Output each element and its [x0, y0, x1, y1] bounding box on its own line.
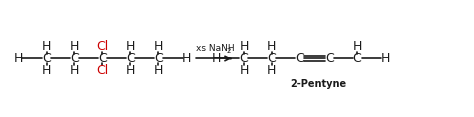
Text: H: H — [126, 40, 135, 53]
Text: H: H — [154, 40, 163, 53]
Text: H: H — [154, 64, 163, 77]
Text: C: C — [267, 52, 276, 65]
Text: 2: 2 — [227, 48, 231, 54]
Text: H: H — [239, 64, 249, 77]
Text: H: H — [14, 52, 23, 65]
Text: H: H — [352, 40, 362, 53]
Text: C: C — [325, 52, 334, 65]
Text: Cl: Cl — [96, 64, 109, 77]
Text: H: H — [42, 40, 51, 53]
Text: H: H — [239, 40, 249, 53]
Text: C: C — [154, 52, 163, 65]
Text: C: C — [126, 52, 135, 65]
Text: H: H — [126, 64, 135, 77]
Text: H: H — [42, 64, 51, 77]
Text: C: C — [295, 52, 304, 65]
Text: C: C — [239, 52, 248, 65]
Text: H: H — [182, 52, 191, 65]
Text: xs NaNH: xs NaNH — [196, 44, 234, 53]
Text: C: C — [353, 52, 361, 65]
Text: H: H — [211, 52, 221, 65]
Text: H: H — [70, 40, 79, 53]
Text: H: H — [380, 52, 390, 65]
Text: H: H — [267, 64, 277, 77]
Text: H: H — [267, 40, 277, 53]
Text: C: C — [42, 52, 51, 65]
Text: C: C — [98, 52, 107, 65]
Text: H: H — [70, 64, 79, 77]
Text: 2-Pentyne: 2-Pentyne — [291, 79, 346, 89]
Text: C: C — [70, 52, 79, 65]
Text: Cl: Cl — [96, 40, 109, 53]
